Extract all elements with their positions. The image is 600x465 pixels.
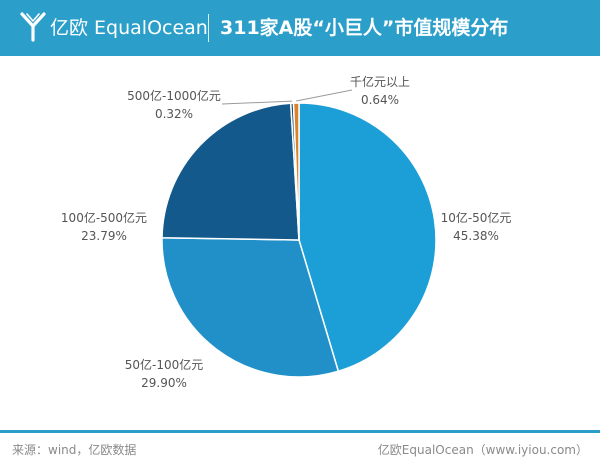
pie-slice: [161, 102, 300, 241]
slice-value-label: 0.32%: [155, 107, 193, 121]
slice-value-label: 45.38%: [453, 229, 499, 243]
header-bar: 亿欧 EqualOcean 311家A股“小巨人”市值规模分布: [0, 0, 600, 56]
pie-slice: [298, 102, 437, 373]
header-divider: [208, 14, 209, 42]
slice-label: 500亿-1000亿元: [127, 88, 221, 103]
slice-value-label: 0.64%: [361, 93, 399, 107]
pie-slice: [161, 237, 340, 378]
footer: 来源：wind，亿欧数据 亿欧EqualOcean（www.iyiou.com）: [0, 430, 600, 465]
leader-line: [296, 89, 353, 102]
equalocean-logo-icon: [20, 12, 46, 42]
slice-label: 50亿-100亿元: [125, 357, 204, 372]
slice-label: 100亿-500亿元: [61, 210, 147, 225]
leader-line: [221, 100, 293, 105]
credit-note: 亿欧EqualOcean（www.iyiou.com）: [377, 443, 588, 457]
slice-value-label: 23.79%: [81, 229, 127, 243]
slice-label: 千亿元以上: [350, 74, 410, 89]
page-title: 311家A股“小巨人”市值规模分布: [220, 17, 509, 39]
pie-slice: [292, 102, 300, 241]
source-note: 来源：wind，亿欧数据: [12, 443, 137, 457]
pie-chart: 10亿-50亿元 45.38% 50亿-100亿元 29.90% 100亿-500亿元 2…: [61, 74, 512, 390]
footer-divider: [0, 430, 600, 433]
slice-label: 10亿-50亿元: [441, 210, 512, 225]
slice-value-label: 29.90%: [141, 376, 187, 390]
brand-name: 亿欧 EqualOcean: [50, 17, 208, 39]
